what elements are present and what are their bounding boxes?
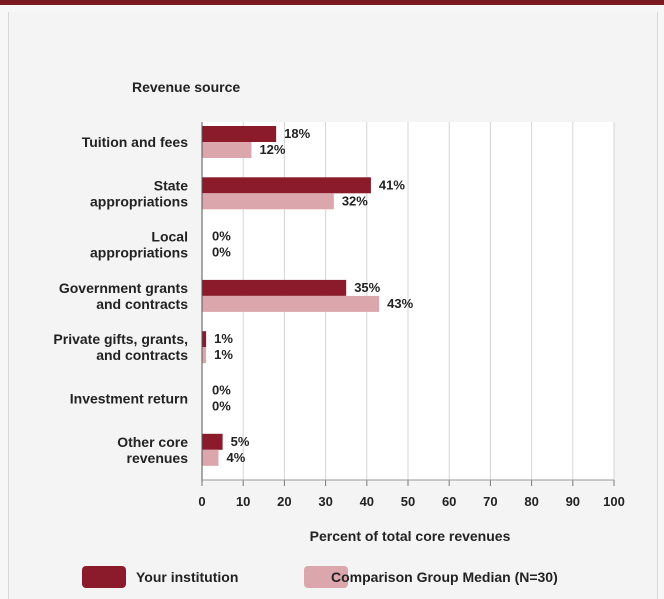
- data-label: 18%: [284, 126, 310, 141]
- category-label: Private gifts, grants,: [53, 331, 188, 347]
- category-label: Tuition and fees: [82, 134, 189, 150]
- data-label: 41%: [379, 177, 405, 192]
- bar: [202, 193, 334, 210]
- category-label: Local: [151, 229, 188, 245]
- x-tick-label: 0: [198, 494, 205, 509]
- legend-label: Comparison Group Median (N=30): [331, 569, 558, 585]
- bar: [202, 295, 380, 312]
- bars: 18%12%41%32%0%0%35%43%1%1%0%0%5%4%: [202, 126, 414, 466]
- category-label: Government grants: [59, 280, 188, 296]
- chart-title: Revenue source: [132, 79, 240, 95]
- legend-swatch: [82, 566, 126, 588]
- data-label: 1%: [214, 331, 233, 346]
- data-label: 1%: [214, 347, 233, 362]
- x-tick-label: 70: [483, 494, 497, 509]
- x-tick-label: 50: [401, 494, 415, 509]
- category-label: and contracts: [96, 347, 188, 363]
- x-tick-label: 100: [603, 494, 625, 509]
- data-label: 43%: [387, 296, 413, 311]
- x-tick-label: 40: [360, 494, 374, 509]
- data-label: 12%: [259, 142, 285, 157]
- bar: [202, 177, 371, 194]
- data-label: 4%: [226, 450, 245, 465]
- category-label: Other core: [117, 434, 188, 450]
- data-label: 32%: [342, 193, 368, 208]
- top-rule: [0, 0, 664, 5]
- category-labels: Tuition and feesStateappropriationsLocal…: [53, 134, 188, 466]
- category-label: appropriations: [90, 193, 188, 209]
- x-ticks: 0 10 20 30 40 50 60 70 80 90 100: [198, 480, 625, 509]
- bar: [202, 347, 207, 364]
- bar: [202, 433, 223, 450]
- bar: [202, 142, 252, 158]
- category-label: and contracts: [96, 296, 188, 312]
- x-tick-label: 10: [236, 494, 250, 509]
- data-label: 0%: [212, 383, 231, 398]
- x-axis-label: Percent of total core revenues: [310, 528, 511, 544]
- category-label: Investment return: [70, 391, 188, 407]
- bar: [202, 279, 347, 296]
- data-label: 0%: [212, 229, 231, 244]
- x-tick-label: 30: [318, 494, 332, 509]
- bar: [202, 126, 277, 142]
- category-label: appropriations: [90, 245, 188, 261]
- legend: Your institution Comparison Group Median …: [82, 566, 558, 588]
- x-tick-label: 90: [566, 494, 580, 509]
- x-tick-label: 20: [277, 494, 291, 509]
- data-label: 0%: [212, 245, 231, 260]
- x-tick-label: 80: [524, 494, 538, 509]
- bar: [202, 331, 207, 348]
- data-label: 5%: [231, 434, 250, 449]
- legend-label: Your institution: [136, 569, 238, 585]
- bar: [202, 449, 219, 466]
- data-label: 0%: [212, 399, 231, 414]
- category-label: State: [154, 177, 188, 193]
- data-label: 35%: [354, 280, 380, 295]
- x-tick-label: 60: [442, 494, 456, 509]
- legend-swatch: [304, 566, 348, 588]
- category-label: revenues: [127, 450, 189, 466]
